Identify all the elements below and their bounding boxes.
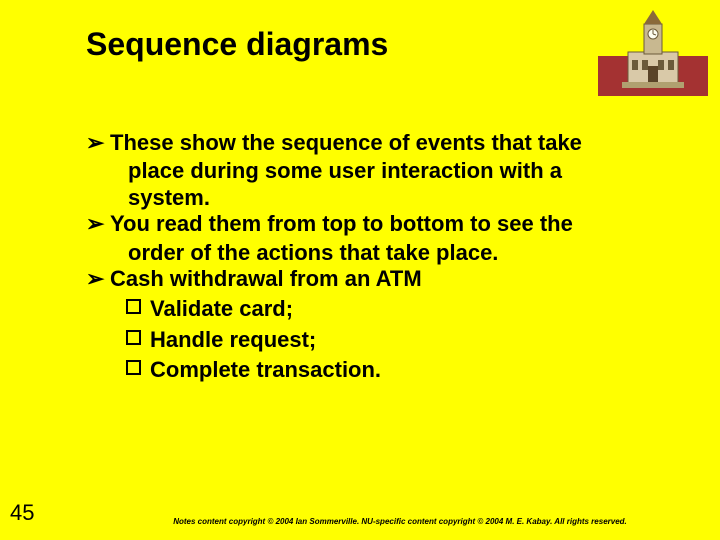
sub-bullet-text: Validate card; [150, 296, 293, 321]
bullet-item: ➢ You read them from top to bottom to se… [86, 211, 660, 237]
bullet-text-cont: order of the actions that take place. [86, 240, 660, 266]
arrow-bullet-icon: ➢ [86, 130, 104, 156]
bullet-item: ➢ Cash withdrawal from an ATM [86, 266, 660, 292]
footer-copyright: Notes content copyright © 2004 Ian Somme… [120, 517, 680, 526]
sub-bullet-item: Validate card; [126, 296, 660, 322]
sub-bullet-item: Complete transaction. [126, 357, 660, 383]
bullet-text-cont: place during some user interaction with … [86, 158, 660, 184]
building-icon [608, 4, 698, 94]
sub-bullet-text: Complete transaction. [150, 357, 381, 382]
bullet-text: These show the sequence of events that t… [110, 130, 582, 155]
sub-bullet-text: Handle request; [150, 327, 316, 352]
logo [608, 4, 698, 94]
bullet-text: You read them from top to bottom to see … [110, 211, 573, 236]
square-bullet-icon [126, 360, 141, 375]
slide: Sequence diagrams ➢ These show the seque… [0, 0, 720, 540]
sub-bullet-item: Handle request; [126, 327, 660, 353]
arrow-bullet-icon: ➢ [86, 266, 104, 292]
bullet-item: ➢ These show the sequence of events that… [86, 130, 660, 156]
content-area: ➢ These show the sequence of events that… [86, 130, 660, 384]
square-bullet-icon [126, 299, 141, 314]
slide-number: 45 [10, 500, 34, 526]
bullet-text: Cash withdrawal from an ATM [110, 266, 422, 291]
arrow-bullet-icon: ➢ [86, 211, 104, 237]
bullet-text-cont: system. [86, 185, 660, 211]
slide-title: Sequence diagrams [86, 26, 388, 63]
square-bullet-icon [126, 330, 141, 345]
